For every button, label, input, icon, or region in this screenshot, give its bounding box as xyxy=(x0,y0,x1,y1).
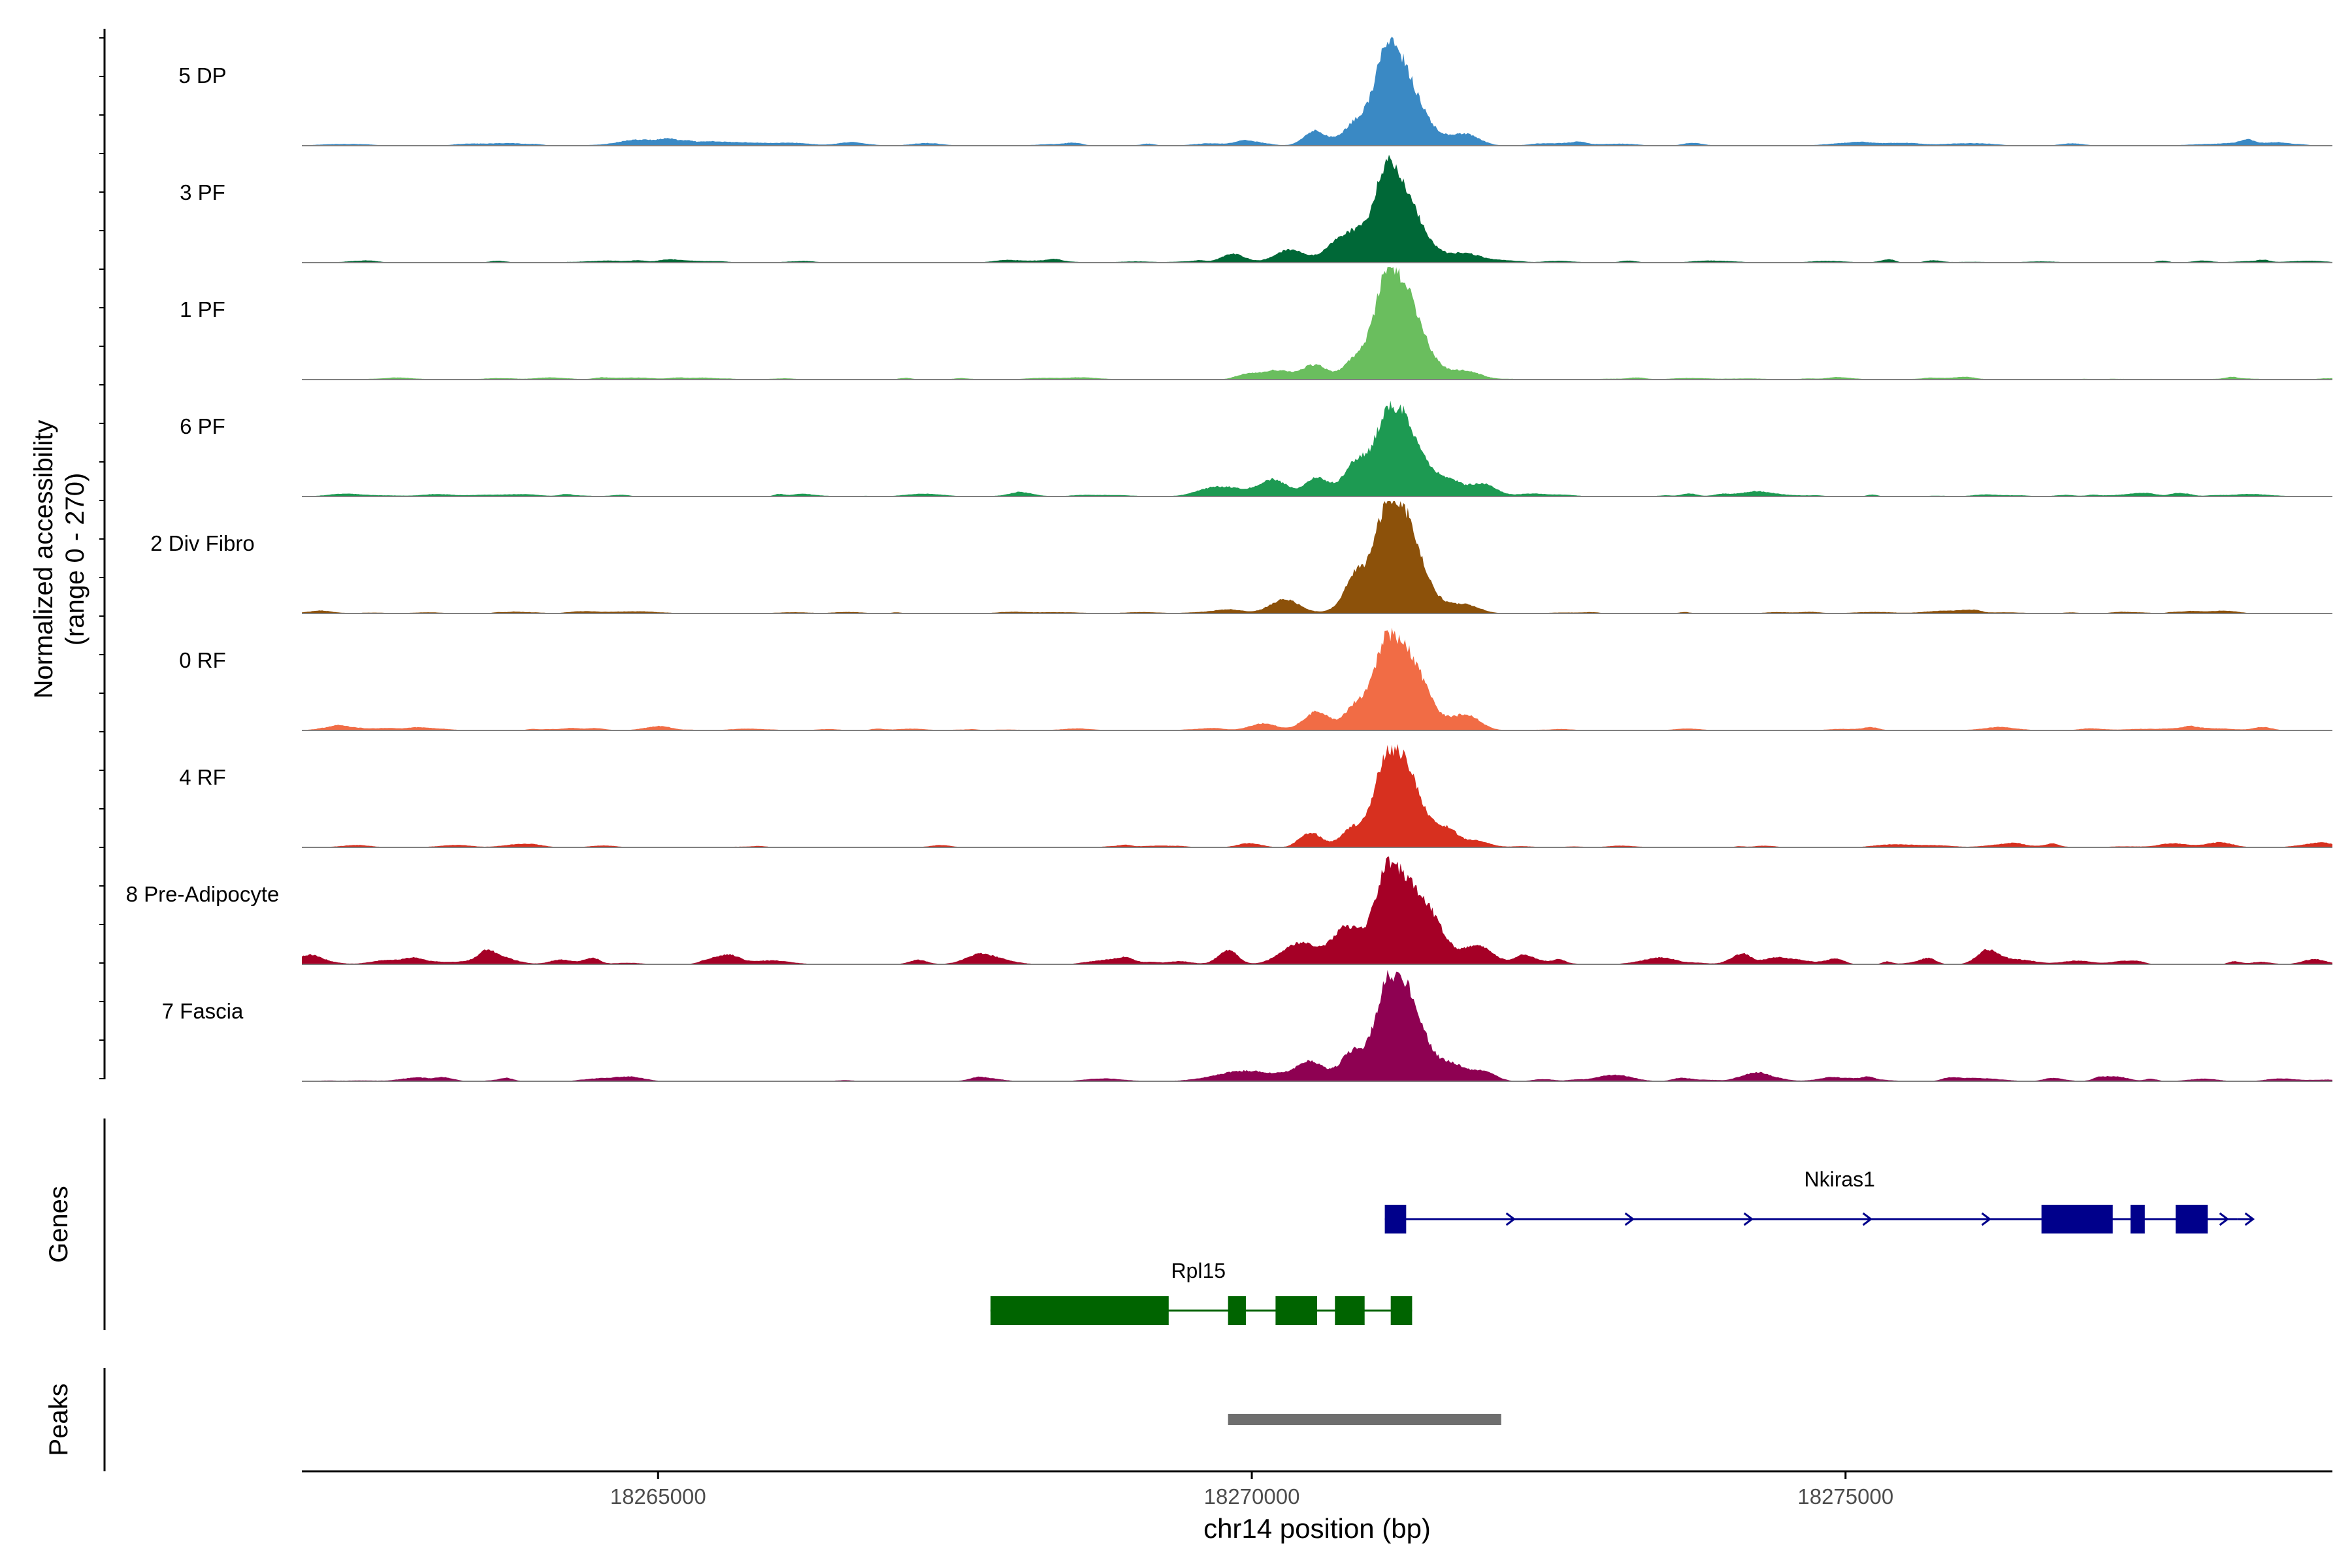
x-tick-label: 18265000 xyxy=(610,1484,706,1509)
coverage-area xyxy=(302,154,2332,263)
strand-arrow xyxy=(2244,1212,2255,1226)
track-7-fascia: 7 Fascia xyxy=(162,970,2332,1082)
track-6-pf: 6 PF xyxy=(180,400,2332,497)
gene-rpl15: Rpl15 xyxy=(990,1259,1413,1325)
strand-arrow xyxy=(1743,1212,1754,1226)
track-label: 5 DP xyxy=(178,63,226,88)
track-8-pre-adipocyte: 8 Pre-Adipocyte xyxy=(126,856,2332,965)
gene-nkiras1: Nkiras1 xyxy=(1384,1168,2255,1233)
exon xyxy=(2041,1205,2113,1233)
coverage-area xyxy=(302,501,2332,613)
y-axis-title-line1: Normalized accessibility xyxy=(29,420,58,699)
coverage-area xyxy=(302,856,2332,964)
x-tick-label: 18275000 xyxy=(1797,1484,1893,1509)
track-label: 7 Fascia xyxy=(162,999,244,1023)
gene-label: Rpl15 xyxy=(1171,1259,1226,1282)
y-axis-title-line2: (range 0 - 270) xyxy=(61,473,90,646)
peaks-panel-label: Peaks xyxy=(44,1383,73,1456)
exon xyxy=(1390,1296,1413,1325)
coverage-area xyxy=(302,743,2332,847)
x-axis-title: chr14 position (bp) xyxy=(1203,1513,1431,1544)
track-2-div-fibro: 2 Div Fibro xyxy=(150,501,2332,614)
strand-arrow xyxy=(1624,1212,1635,1226)
exon xyxy=(1228,1296,1246,1325)
track-label: 3 PF xyxy=(180,180,225,204)
strand-arrow xyxy=(1505,1212,1516,1226)
coverage-tracks: 5 DP 3 PF 1 PF 6 PF 2 Div Fibro 0 RF 4 RF 8 Pre… xyxy=(126,37,2332,1082)
track-3-pf: 3 PF xyxy=(180,154,2332,263)
track-label: 4 RF xyxy=(179,765,226,789)
coverage-area xyxy=(302,627,2332,730)
exon xyxy=(990,1296,1169,1325)
genes-panel-label: Genes xyxy=(44,1186,73,1263)
exon xyxy=(2131,1205,2145,1233)
peak-region xyxy=(1228,1414,1501,1425)
track-0-rf: 0 RF xyxy=(179,627,2332,731)
coverage-area xyxy=(302,970,2332,1081)
track-label: 0 RF xyxy=(179,648,226,672)
track-5-dp: 5 DP xyxy=(178,37,2332,146)
strand-arrow xyxy=(2219,1212,2230,1226)
track-label: 8 Pre-Adipocyte xyxy=(126,882,280,906)
track-label: 2 Div Fibro xyxy=(150,531,255,555)
track-label: 1 PF xyxy=(180,297,225,321)
track-4-rf: 4 RF xyxy=(179,743,2332,848)
coverage-area xyxy=(302,400,2332,497)
gene-annotations: Nkiras1 Rpl15 xyxy=(990,1168,2255,1325)
peak-annotations xyxy=(1228,1414,1501,1425)
track-1-pf: 1 PF xyxy=(180,267,2332,380)
exon xyxy=(1275,1296,1317,1325)
exon xyxy=(1384,1205,1407,1233)
x-axis-ticks: 18265000 18270000 18275000 xyxy=(610,1471,1893,1509)
exon xyxy=(2176,1205,2208,1233)
coverage-area xyxy=(302,267,2332,380)
tracks-y-ticks xyxy=(99,37,105,1079)
track-label: 6 PF xyxy=(180,414,225,438)
coverage-area xyxy=(302,37,2332,146)
gene-label: Nkiras1 xyxy=(1804,1168,1874,1191)
strand-arrow xyxy=(1981,1212,1992,1226)
x-tick-label: 18270000 xyxy=(1204,1484,1300,1509)
exon xyxy=(1335,1296,1365,1325)
strand-arrow xyxy=(1862,1212,1873,1226)
